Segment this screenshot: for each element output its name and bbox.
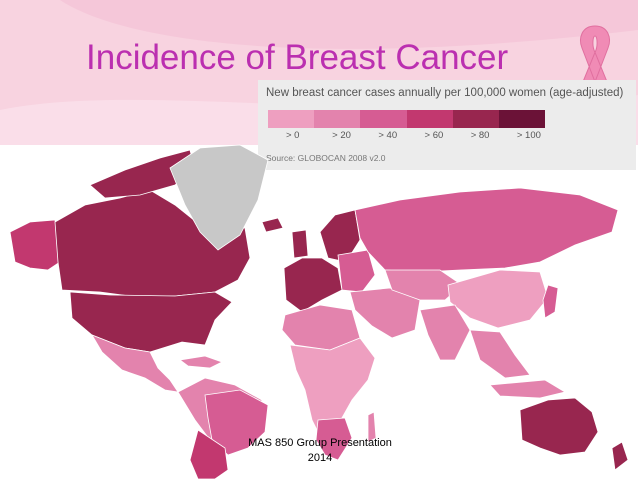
- region-central-asia: [384, 269, 463, 301]
- region-indonesia: [489, 379, 567, 399]
- page-title: Incidence of Breast Cancer: [86, 38, 509, 77]
- legend-swatch-0: [268, 110, 315, 128]
- region-south-asia: [419, 304, 471, 361]
- region-scandinavia: [319, 209, 361, 263]
- legend-label-60: > 60: [424, 130, 444, 141]
- legend-labels: > 0 > 20 > 40 > 60 > 80 > 100: [268, 130, 545, 141]
- legend-title: New breast cancer cases annually per 100…: [266, 87, 624, 99]
- legend-swatch-100: [498, 110, 546, 128]
- region-new-zealand: [611, 441, 629, 471]
- region-greenland: [169, 144, 269, 251]
- legend-swatch-80: [452, 110, 499, 128]
- region-subsaharan-africa: [289, 337, 376, 441]
- legend-label-40: > 40: [378, 130, 398, 141]
- region-brazil: [204, 389, 269, 456]
- footer-line-1: MAS 850 Group Presentation: [248, 437, 392, 449]
- legend-swatch-60: [406, 110, 453, 128]
- region-alaska: [9, 219, 61, 271]
- legend-source: Source: GLOBOCAN 2008 v2.0: [266, 153, 386, 163]
- region-japan: [542, 284, 559, 319]
- region-australia: [519, 397, 599, 456]
- world-choropleth-map: [9, 144, 629, 479]
- legend-label-100: > 100: [516, 130, 541, 141]
- legend-label-0: > 0: [286, 130, 300, 141]
- legend-label-20: > 20: [332, 130, 351, 141]
- map-legend: New breast cancer cases annually per 100…: [258, 80, 636, 170]
- region-iceland: [261, 217, 284, 233]
- region-southern-africa: [315, 417, 353, 461]
- legend-swatch-20: [314, 110, 361, 128]
- region-madagascar: [367, 411, 377, 443]
- region-southern-cone: [189, 429, 229, 479]
- region-eastern-europe: [337, 249, 376, 293]
- legend-color-scale: [268, 110, 546, 128]
- footer-caption: MAS 850 Group Presentation 2014: [225, 436, 415, 466]
- region-caribbean: [179, 355, 224, 369]
- legend-swatch-40: [360, 110, 407, 128]
- footer-line-2: 2014: [307, 452, 333, 464]
- region-western-europe: [283, 257, 343, 313]
- region-southeast-asia: [469, 329, 531, 379]
- region-usa: [69, 291, 233, 353]
- region-uk: [291, 229, 309, 259]
- region-russia: [354, 187, 619, 273]
- legend-label-80: > 80: [470, 130, 490, 141]
